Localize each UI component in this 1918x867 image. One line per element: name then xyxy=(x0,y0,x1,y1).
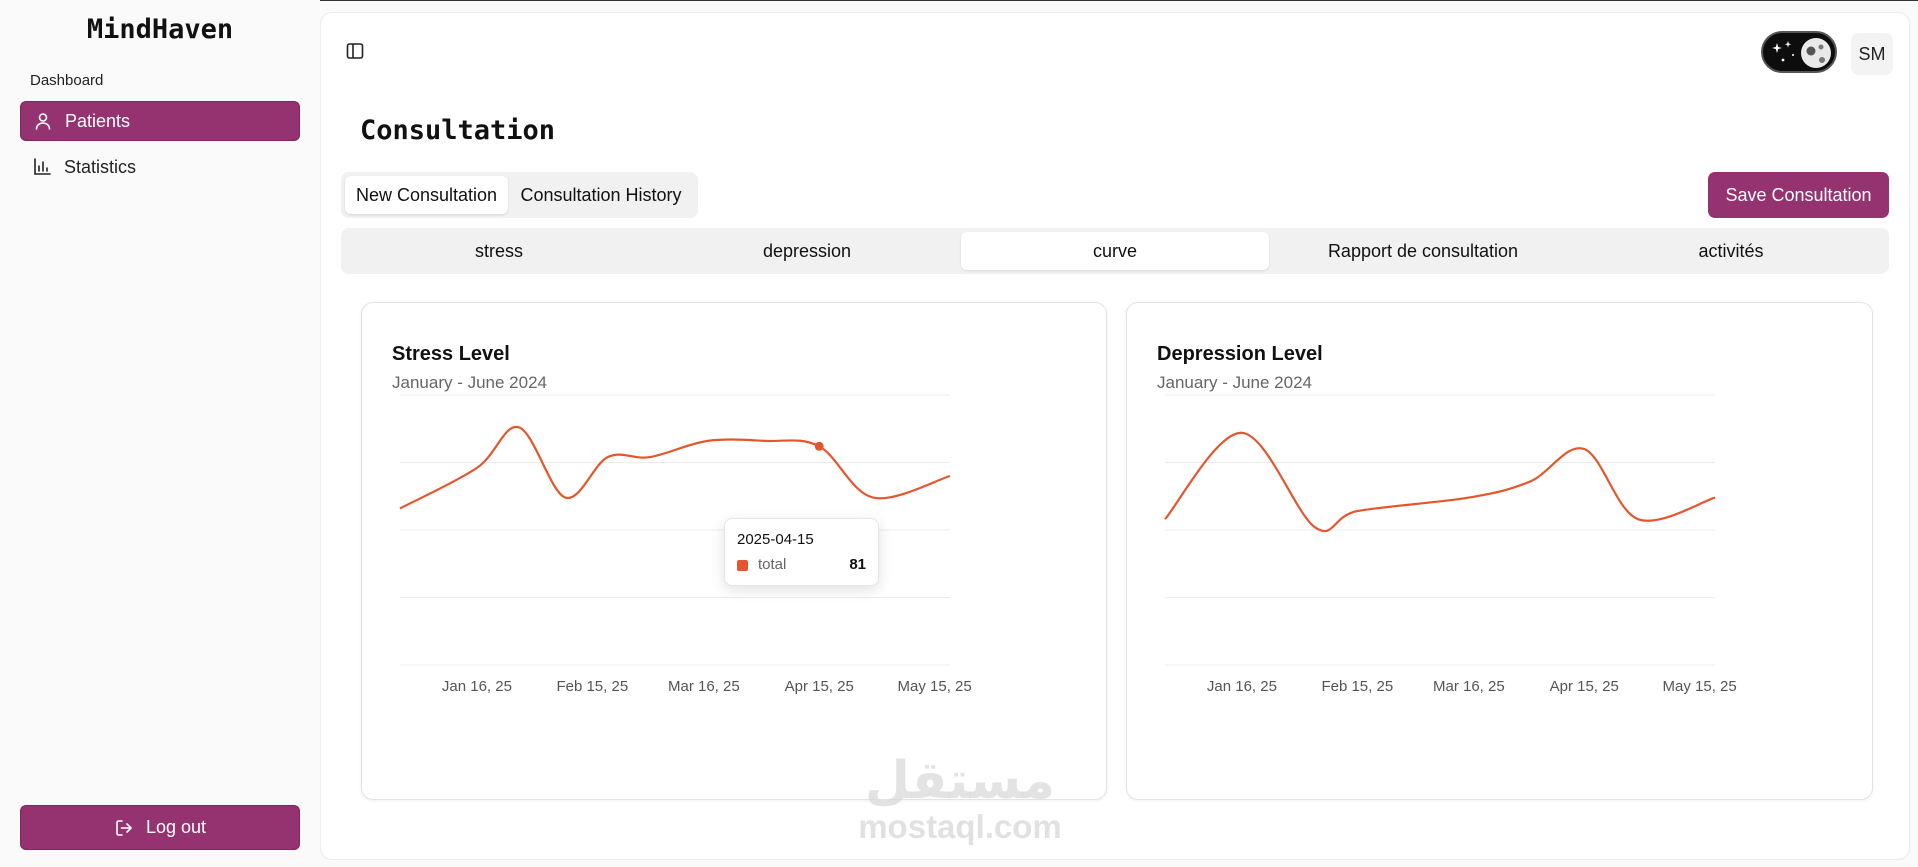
sidebar-item-statistics[interactable]: Statistics xyxy=(20,147,300,187)
sidebar-toggle-button[interactable] xyxy=(343,41,367,65)
logout-label: Log out xyxy=(145,817,207,837)
tooltip-series-name: total xyxy=(758,556,787,573)
tab-consultation-history[interactable]: Consultation History xyxy=(520,184,682,205)
save-consultation-button[interactable]: Save Consultation xyxy=(1708,172,1889,218)
series-line xyxy=(399,425,951,510)
sidebar-item-label: Statistics xyxy=(64,156,137,177)
x-tick-label: Mar 16, 25 xyxy=(1433,678,1505,695)
x-tick-label: May 15, 25 xyxy=(898,678,972,695)
main-panel: SM Consultation New Consultation Consult… xyxy=(320,12,1910,860)
chart-subtitle: January - June 2024 xyxy=(392,373,547,392)
watermark-latin: mostaql.com xyxy=(858,808,1062,845)
watermark-mostaql: مستقل mostaql.com xyxy=(845,740,1075,850)
tab-rapport[interactable]: Rapport de consultation xyxy=(1327,240,1519,261)
tab-stress[interactable]: stress xyxy=(474,240,523,261)
sidebar: MindHaven Dashboard Patients Statistics xyxy=(0,0,320,867)
chart-subtitle: January - June 2024 xyxy=(1157,373,1312,392)
x-tick-label: Feb 15, 25 xyxy=(1321,678,1393,695)
user-avatar[interactable]: SM xyxy=(1851,33,1893,75)
watermark-arabic: مستقل xyxy=(865,751,1055,811)
x-tick-label: Feb 15, 25 xyxy=(556,678,628,695)
series-line xyxy=(1164,431,1716,533)
brand-logo[interactable]: MindHaven xyxy=(86,14,234,45)
theme-toggle[interactable] xyxy=(1761,31,1837,73)
panel-left-icon xyxy=(345,41,365,66)
moon-stars-icon xyxy=(1772,38,1831,68)
sidebar-section-label: Dashboard xyxy=(30,72,104,89)
depression-chart[interactable]: Jan 16, 25 Feb 15, 25 Mar 16, 25 Apr 15, 25… xyxy=(1127,303,1874,801)
tooltip-date: 2025-04-15 xyxy=(737,531,814,548)
tab-new-consultation[interactable]: New Consultation xyxy=(345,176,508,214)
stress-chart[interactable]: Jan 16, 25 Feb 15, 25 Mar 16, 25 Apr 15, 25… xyxy=(362,303,1108,801)
chart-tooltip: 2025-04-15 total 81 xyxy=(724,518,879,586)
chart-title: Stress Level xyxy=(392,343,510,365)
consultation-tabs: New Consultation Consultation History xyxy=(341,172,698,218)
x-tick-label: Jan 16, 25 xyxy=(442,678,512,695)
tab-activites[interactable]: activités xyxy=(1698,240,1764,261)
x-tick-label: Apr 15, 25 xyxy=(1550,678,1619,695)
depression-chart-card: Jan 16, 25 Feb 15, 25 Mar 16, 25 Apr 15, 25… xyxy=(1126,302,1873,800)
user-icon xyxy=(33,111,53,131)
tab-curve[interactable]: curve xyxy=(961,232,1269,270)
sidebar-item-label: Patients xyxy=(65,110,131,131)
consultation-subtabs: stress depression curve Rapport de consu… xyxy=(341,228,1889,274)
bar-chart-icon xyxy=(32,157,52,177)
sidebar-item-patients[interactable]: Patients xyxy=(20,101,300,141)
page-title: Consultation xyxy=(360,115,556,146)
logout-icon xyxy=(114,818,134,838)
window-top-border xyxy=(0,0,1918,1)
tab-depression[interactable]: depression xyxy=(762,240,852,261)
x-tick-label: May 15, 25 xyxy=(1663,678,1737,695)
tooltip-value: 81 xyxy=(849,556,866,573)
logout-button[interactable]: Log out xyxy=(20,805,300,850)
data-point-highlight[interactable] xyxy=(814,441,824,451)
tooltip-series-swatch xyxy=(737,560,748,571)
stress-chart-card: Jan 16, 25 Feb 15, 25 Mar 16, 25 Apr 15, 25… xyxy=(361,302,1107,800)
x-tick-label: Apr 15, 25 xyxy=(785,678,854,695)
x-tick-label: Jan 16, 25 xyxy=(1207,678,1277,695)
chart-title: Depression Level xyxy=(1157,343,1323,365)
x-tick-label: Mar 16, 25 xyxy=(668,678,740,695)
